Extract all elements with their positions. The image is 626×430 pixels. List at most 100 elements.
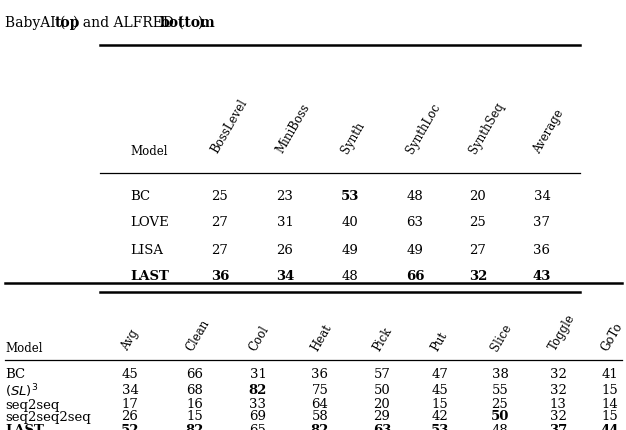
Text: 75: 75 xyxy=(312,384,329,397)
Text: 43: 43 xyxy=(533,270,551,283)
Text: 20: 20 xyxy=(470,190,486,203)
Text: LAST: LAST xyxy=(130,270,169,283)
Text: seq2seq2seq: seq2seq2seq xyxy=(5,411,91,424)
Text: 42: 42 xyxy=(431,411,448,424)
Text: 13: 13 xyxy=(550,399,567,412)
Text: 63: 63 xyxy=(373,424,391,430)
Text: 27: 27 xyxy=(212,243,228,257)
Text: BabyAI (: BabyAI ( xyxy=(5,16,65,31)
Text: Heat: Heat xyxy=(309,322,334,353)
Text: Cool: Cool xyxy=(247,323,272,353)
Text: 36: 36 xyxy=(533,243,550,257)
Text: 57: 57 xyxy=(374,369,391,381)
Text: 58: 58 xyxy=(312,411,329,424)
Text: GoTo: GoTo xyxy=(598,320,625,353)
Text: Pick: Pick xyxy=(371,325,394,353)
Text: Clean: Clean xyxy=(184,317,212,353)
Text: 14: 14 xyxy=(602,399,618,412)
Text: 36: 36 xyxy=(312,369,329,381)
Text: SynthSeq: SynthSeq xyxy=(467,100,506,156)
Text: 68: 68 xyxy=(187,384,203,397)
Text: BC: BC xyxy=(5,369,25,381)
Text: 64: 64 xyxy=(312,399,329,412)
Text: 55: 55 xyxy=(491,384,508,397)
Text: 38: 38 xyxy=(491,369,508,381)
Text: SynthLoc: SynthLoc xyxy=(404,101,443,156)
Text: 45: 45 xyxy=(121,369,138,381)
Text: 37: 37 xyxy=(549,424,567,430)
Text: 48: 48 xyxy=(342,270,358,283)
Text: 50: 50 xyxy=(491,411,509,424)
Text: Put: Put xyxy=(429,329,450,353)
Text: 31: 31 xyxy=(277,216,294,230)
Text: 82: 82 xyxy=(311,424,329,430)
Text: 32: 32 xyxy=(550,384,567,397)
Text: $(SL)^3$: $(SL)^3$ xyxy=(5,382,38,400)
Text: 27: 27 xyxy=(212,216,228,230)
Text: 15: 15 xyxy=(602,411,618,424)
Text: ).: ). xyxy=(197,16,207,30)
Text: Slice: Slice xyxy=(489,321,515,353)
Text: 32: 32 xyxy=(469,270,487,283)
Text: BC: BC xyxy=(130,190,150,203)
Text: 34: 34 xyxy=(121,384,138,397)
Text: 49: 49 xyxy=(406,243,423,257)
Text: 26: 26 xyxy=(277,243,294,257)
Text: 48: 48 xyxy=(407,190,423,203)
Text: 34: 34 xyxy=(276,270,294,283)
Text: 49: 49 xyxy=(342,243,359,257)
Text: 25: 25 xyxy=(212,190,228,203)
Text: 26: 26 xyxy=(121,411,138,424)
Text: 40: 40 xyxy=(342,216,358,230)
Text: Model: Model xyxy=(5,342,43,355)
Text: 15: 15 xyxy=(602,384,618,397)
Text: 82: 82 xyxy=(186,424,204,430)
Text: Model: Model xyxy=(130,145,168,158)
Text: 45: 45 xyxy=(431,384,448,397)
Text: 52: 52 xyxy=(121,424,139,430)
Text: Avg: Avg xyxy=(119,327,141,353)
Text: 15: 15 xyxy=(431,399,448,412)
Text: Average: Average xyxy=(531,107,567,156)
Text: 32: 32 xyxy=(550,411,567,424)
Text: BossLevel: BossLevel xyxy=(208,98,250,156)
Text: 41: 41 xyxy=(602,369,618,381)
Text: 48: 48 xyxy=(491,424,508,430)
Text: 34: 34 xyxy=(533,190,550,203)
Text: 27: 27 xyxy=(470,243,486,257)
Text: 33: 33 xyxy=(250,399,267,412)
Text: Synth: Synth xyxy=(339,120,367,156)
Text: LAST: LAST xyxy=(5,424,44,430)
Text: 15: 15 xyxy=(187,411,203,424)
Text: 31: 31 xyxy=(250,369,267,381)
Text: 36: 36 xyxy=(211,270,229,283)
Text: 63: 63 xyxy=(406,216,424,230)
Text: 17: 17 xyxy=(121,399,138,412)
Text: 20: 20 xyxy=(374,399,391,412)
Text: seq2seq: seq2seq xyxy=(5,399,59,412)
Text: top: top xyxy=(54,16,80,30)
Text: ) and ALFRED (: ) and ALFRED ( xyxy=(73,16,184,30)
Text: 25: 25 xyxy=(470,216,486,230)
Text: 16: 16 xyxy=(187,399,203,412)
Text: 47: 47 xyxy=(431,369,448,381)
Text: 53: 53 xyxy=(341,190,359,203)
Text: bottom: bottom xyxy=(160,16,216,30)
Text: 69: 69 xyxy=(250,411,267,424)
Text: 37: 37 xyxy=(533,216,550,230)
Text: LOVE: LOVE xyxy=(130,216,169,230)
Text: 82: 82 xyxy=(249,384,267,397)
Text: LISA: LISA xyxy=(130,243,163,257)
Text: 44: 44 xyxy=(601,424,619,430)
Text: 32: 32 xyxy=(550,369,567,381)
Text: 65: 65 xyxy=(250,424,267,430)
Text: 29: 29 xyxy=(374,411,391,424)
Text: Toggle: Toggle xyxy=(546,312,578,353)
Text: 66: 66 xyxy=(187,369,203,381)
Text: 50: 50 xyxy=(374,384,391,397)
Text: 53: 53 xyxy=(431,424,449,430)
Text: MiniBoss: MiniBoss xyxy=(274,102,312,156)
Text: 66: 66 xyxy=(406,270,424,283)
Text: 25: 25 xyxy=(491,399,508,412)
Text: 23: 23 xyxy=(277,190,294,203)
